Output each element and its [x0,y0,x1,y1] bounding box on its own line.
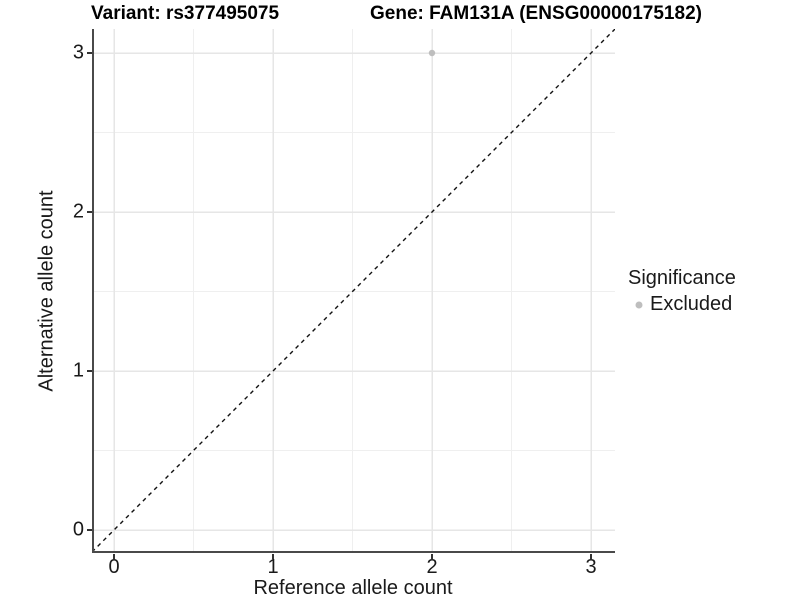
minor-gridlines [92,29,615,553]
variant-title: Variant: rs377495075 [91,3,280,24]
y-tick-label: 1 [72,359,84,382]
y-tick-mark [87,529,92,531]
points-layer [428,49,436,57]
x-tick-mark [272,554,274,559]
major-gridlines [92,29,615,553]
x-tick-label: 2 [426,556,438,578]
y-tick-label: 0 [72,518,84,541]
legend-title: Significance [628,267,736,289]
axis-lines [92,29,615,553]
x-axis-title: Reference allele count [253,577,453,599]
legend-entry-excluded: Excluded [628,293,736,316]
plot-area-svg [92,29,615,553]
gene-title: Gene: FAM131A (ENSG00000175182) [370,3,702,24]
y-tick-label: 2 [72,200,84,223]
y-axis-title: Alternative allele count [35,190,58,392]
y-tick-mark [87,211,92,213]
y-tick-label: 3 [72,41,84,64]
x-tick-label: 1 [267,556,279,578]
data-point [428,49,436,57]
y-tick-mark [87,370,92,372]
identity-reference-line [92,29,615,553]
plot-panel [92,29,615,553]
x-tick-mark [113,554,115,559]
x-tick-mark [431,554,433,559]
legend-marker-icon [635,301,643,308]
legend: Significance Excluded [628,267,736,316]
x-tick-label: 0 [108,556,120,578]
legend-entry-label: Excluded [650,293,733,315]
x-tick-mark [590,554,592,559]
y-tick-mark [87,52,92,54]
x-tick-label: 3 [585,556,597,578]
